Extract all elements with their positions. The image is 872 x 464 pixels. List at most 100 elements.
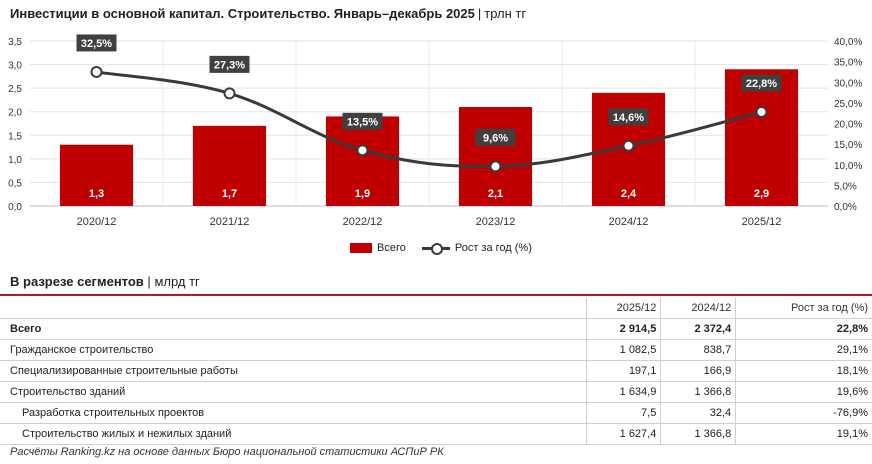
bar-value-label: 2,9 — [754, 188, 769, 200]
cell-2025: 7,5 — [585, 402, 661, 424]
y-right-tick-label: 15,0% — [834, 140, 862, 151]
growth-label-bg — [342, 112, 383, 130]
bar — [59, 144, 134, 206]
legend-item-growth: Рост за год (%) — [421, 242, 532, 255]
chart-title: Инвестиции в основной капитал. Строитель… — [10, 6, 526, 21]
y-left-tick-label: 1,5 — [8, 131, 22, 142]
growth-label-bg — [209, 55, 250, 73]
row-label: Специализированные строительные работы — [0, 360, 586, 382]
y-left-tick-label: 0,0 — [8, 202, 22, 213]
row-label: Гражданское строительство — [0, 339, 586, 361]
cell-2025: 2 914,5 — [585, 318, 661, 340]
y-right-tick-label: 40,0% — [834, 37, 862, 48]
bar-value-label: 2,1 — [488, 188, 503, 200]
row-label: Строительство жилых и нежилых зданий — [0, 423, 586, 445]
cell-2025: 1 627,4 — [585, 423, 661, 445]
investment-chart: 0,0 0,5 1,0 1,5 2,0 2,5 3,0 3,5 0,0% 5,0% 10,0% 15,… — [8, 34, 862, 228]
y-right-tick-label: 30,0% — [834, 78, 862, 89]
bar-value-label: 1,3 — [89, 188, 104, 200]
chart-unit: трлн тг — [484, 6, 527, 21]
section-divider — [0, 294, 872, 296]
table-row: Гражданское строительство 1 082,5 838,7 … — [0, 339, 872, 361]
table-row: Строительство зданий 1 634,9 1 366,8 19,… — [0, 381, 872, 403]
segments-unit: млрд тг — [154, 274, 200, 289]
bar — [192, 125, 267, 206]
y-left-tick-label: 0,5 — [8, 178, 22, 189]
title-separator: | — [477, 6, 482, 21]
growth-line — [96, 70, 762, 169]
bar-value-label: 1,7 — [222, 188, 237, 200]
growth-point — [356, 144, 369, 157]
chart-title-text: Инвестиции в основной капитал. Строитель… — [10, 6, 475, 21]
cell-2024: 1 366,8 — [660, 423, 736, 445]
footnote: Расчёты Ranking.kz на основе данных Бюро… — [10, 446, 444, 458]
growth-label-bg — [76, 34, 117, 52]
growth-label-bg — [741, 74, 782, 92]
cell-2025: 1 082,5 — [585, 339, 661, 361]
y-right-tick-label: 5,0% — [834, 181, 857, 192]
y-left-tick-label: 2,5 — [8, 84, 22, 95]
growth-point — [622, 139, 635, 152]
row-label: Всего — [0, 318, 586, 340]
growth-point — [223, 87, 236, 100]
y-right-tick-label: 10,0% — [834, 161, 862, 172]
x-tick-label: 2024/12 — [609, 216, 649, 228]
cell-2024: 32,4 — [660, 402, 736, 424]
growth-value-label: 22,8% — [746, 78, 777, 90]
row-label: Разработка строительных проектов — [0, 402, 586, 424]
growth-label-bg — [475, 128, 516, 146]
legend-item-total: Всего — [350, 242, 406, 254]
growth-value-label: 14,6% — [613, 112, 644, 124]
segments-title: В разрезе сегментов | млрд тг — [10, 274, 200, 289]
x-tick-label: 2022/12 — [343, 216, 383, 228]
growth-point — [489, 160, 502, 173]
cell-growth: 18,1% — [735, 360, 872, 382]
legend-label-growth: Рост за год (%) — [454, 242, 532, 254]
x-tick-label: 2020/12 — [77, 216, 117, 228]
cell-growth: 19,1% — [735, 423, 872, 445]
cell-2024: 2 372,4 — [660, 318, 736, 340]
legend-label-total: Всего — [377, 242, 406, 254]
table-row: Всего 2 914,5 2 372,4 22,8% — [0, 318, 872, 340]
growth-value-label: 27,3% — [214, 59, 245, 71]
growth-value-label: 13,5% — [347, 116, 378, 128]
header-empty — [0, 298, 586, 319]
cell-2024: 1 366,8 — [660, 381, 736, 403]
growth-value-label: 32,5% — [81, 38, 112, 50]
table-row: Специализированные строительные работы 1… — [0, 360, 872, 382]
y-left-tick-label: 2,0 — [8, 108, 22, 119]
header-growth: Рост за год (%) — [735, 298, 872, 319]
growth-value-label: 9,6% — [483, 132, 508, 144]
y-left-tick-label: 3,0 — [8, 61, 22, 72]
segments-title-text: В разрезе сегментов — [10, 274, 144, 289]
cell-growth: -76,9% — [735, 402, 872, 424]
bar-value-label: 2,4 — [621, 188, 637, 200]
y-left-tick-label: 3,5 — [8, 37, 22, 48]
row-label: Строительство зданий — [0, 381, 586, 403]
y-left-tick-label: 1,0 — [8, 155, 22, 166]
table-row: Разработка строительных проектов 7,5 32,… — [0, 402, 872, 424]
y-right-tick-label: 25,0% — [834, 99, 862, 110]
growth-label-bg — [608, 108, 649, 126]
header-2024: 2024/12 — [660, 298, 736, 319]
y-right-tick-label: 0,0% — [834, 202, 857, 213]
bar — [724, 69, 799, 207]
table-row: Строительство жилых и нежилых зданий 1 6… — [0, 423, 872, 445]
segments-title-separator: | — [147, 274, 151, 289]
x-tick-label: 2023/12 — [476, 216, 516, 228]
cell-growth: 29,1% — [735, 339, 872, 361]
bar — [458, 107, 533, 206]
cell-growth: 22,8% — [735, 318, 872, 340]
legend-swatch-line — [421, 243, 450, 255]
chart-legend: Всего Рост за год (%) — [350, 242, 532, 255]
bar-value-label: 1,9 — [355, 188, 370, 200]
x-tick-label: 2025/12 — [742, 216, 782, 228]
cell-2025: 197,1 — [585, 360, 661, 382]
growth-point — [90, 65, 103, 78]
cell-2025: 1 634,9 — [585, 381, 661, 403]
y-right-tick-label: 20,0% — [834, 120, 862, 131]
x-tick-label: 2021/12 — [210, 216, 250, 228]
header-2025: 2025/12 — [585, 298, 661, 319]
growth-point — [755, 105, 768, 118]
table-header-row: 2025/12 2024/12 Рост за год (%) — [0, 298, 872, 319]
